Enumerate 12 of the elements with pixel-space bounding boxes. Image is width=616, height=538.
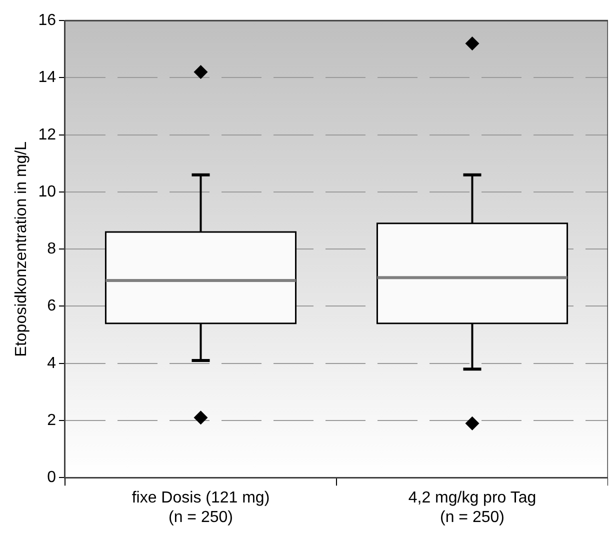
y-tick-label: 16 <box>38 12 56 30</box>
y-tick-label: 4 <box>47 354 56 372</box>
y-axis-title: Etoposidkonzentration in mg/L <box>13 141 30 357</box>
y-tick-label: 8 <box>47 240 56 258</box>
y-tick-label: 14 <box>38 69 56 86</box>
y-tick-label: 0 <box>47 469 56 486</box>
y-tick-label: 12 <box>38 126 56 144</box>
y-tick-label: 2 <box>47 412 56 429</box>
x-tick-label: fixe Dosis (121 mg) (n = 250) <box>132 490 270 526</box>
y-tick-label: 6 <box>47 298 56 315</box>
y-tick-label: 10 <box>38 183 56 200</box>
x-tick-label: 4,2 mg/kg pro Tag (n = 250) <box>408 490 536 526</box>
